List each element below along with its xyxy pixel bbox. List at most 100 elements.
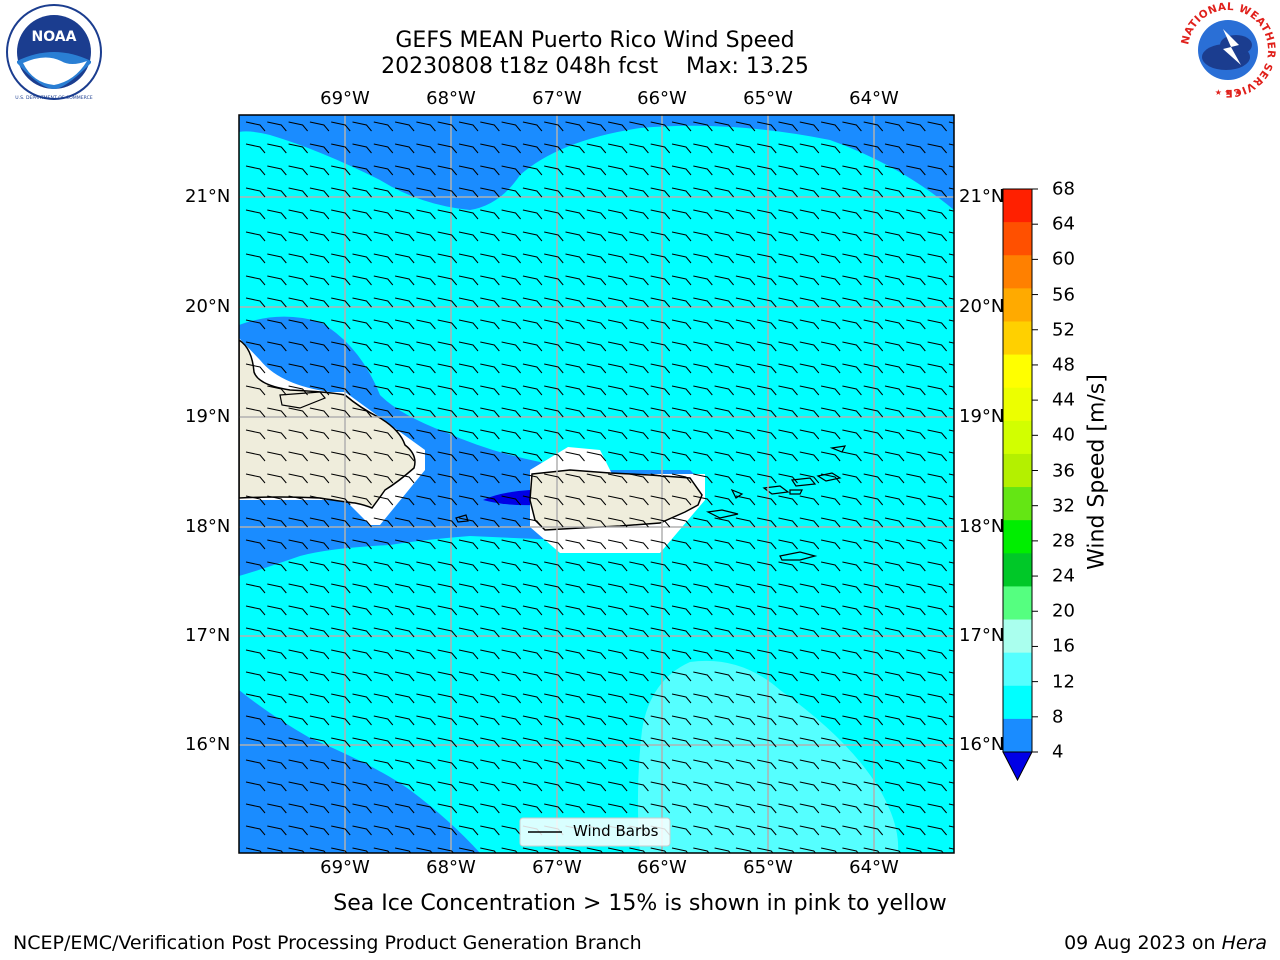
wind-barb [416,407,436,418]
wind-barb [394,231,415,242]
wind-barb [309,253,330,264]
wind-barb [607,253,628,264]
wind-barb [884,209,905,220]
colorbar-tick-label: 4 [1052,741,1064,763]
longitude-label-top: 65°W [743,88,793,109]
wind-barb [586,187,607,198]
wind-barb [288,759,308,770]
wind-barb [522,209,543,220]
wind-barb [650,429,671,440]
wind-barb [884,165,905,176]
wind-barb [927,539,947,550]
title-line-2: 20230808 t18z 048h fcst Max: 13.25 [381,54,809,79]
wind-barb [714,319,734,330]
wind-barb [245,363,266,374]
wind-barb [842,825,862,836]
wind-barb [245,847,263,853]
wind-barb [884,715,905,726]
wind-barb [906,297,926,308]
wind-barb [352,275,372,286]
wind-barb [331,781,351,792]
wind-barb [842,539,862,550]
wind-barb [650,583,671,594]
wind-barb [288,517,308,528]
wind-barb [480,407,500,418]
wind-barb [309,759,330,770]
wind-barb [501,473,521,484]
wind-barb [693,847,710,853]
wind-barb [607,143,628,154]
wind-barb [927,495,947,506]
wind-barb [735,781,756,792]
wind-barb [927,803,947,814]
wind-barb [522,671,543,682]
wind-barb [586,121,607,132]
wind-barb [565,143,585,154]
speed-band-4-8-south [239,690,480,853]
wind-barb [607,165,628,176]
wind-barb [884,671,905,682]
wind-barb [267,803,287,814]
wind-barb [352,209,372,220]
wind-barb [416,847,433,853]
wind-barb [331,693,351,704]
wind-barb [820,451,841,462]
wind-barb [842,407,862,418]
wind-barb [671,539,692,550]
wind-barb [352,429,372,440]
wind-barb [458,231,479,242]
wind-barb [799,385,820,396]
wind-barb [352,803,372,814]
wind-barb [394,759,415,770]
wind-barb [799,319,820,330]
wind-barb [906,825,926,836]
wind-barb [544,275,564,286]
wind-barb [650,693,671,704]
wind-barb [607,539,628,550]
wind-barb [735,253,756,264]
wind-barb [267,517,287,528]
wind-barb [735,319,756,330]
wind-barb [309,385,330,396]
wind-barb [458,715,479,726]
colorbar-segment [1003,586,1032,621]
wind-barb [586,671,607,682]
wind-barb [373,429,394,440]
wind-barb [650,737,671,748]
wind-barb [906,275,926,286]
wind-barb [352,253,372,264]
wind-barb [757,253,777,264]
wind-barb [586,803,607,814]
wind-barb [799,715,820,726]
wind-barb [394,693,415,704]
wind-barb [757,341,777,352]
wind-barb [884,539,905,550]
wind-barb [309,781,330,792]
wind-barb [373,825,394,836]
wind-barb [480,539,500,550]
wind-barb [437,165,458,176]
wind-barb [373,605,394,616]
wind-barb [927,649,947,660]
wind-barb [906,385,926,396]
wind-barb [501,429,521,440]
wind-barb [352,693,372,704]
wind-barb [331,517,351,528]
wind-barb [267,847,284,853]
noaa-logo-text: NOAA [32,29,77,45]
wind-barb [842,275,862,286]
wind-barb [437,187,458,198]
wind-barb [394,385,415,396]
wind-barb [906,253,926,264]
wind-barb [288,407,308,418]
wind-barb [820,407,841,418]
wind-barb [607,561,628,572]
wind-barb [757,165,777,176]
wind-barb [267,253,287,264]
wind-barb [331,495,351,506]
wind-barb [331,847,348,853]
wind-barb [458,627,479,638]
wind-barb [309,517,330,528]
wind-barb [437,407,458,418]
wind-barb [522,803,543,814]
